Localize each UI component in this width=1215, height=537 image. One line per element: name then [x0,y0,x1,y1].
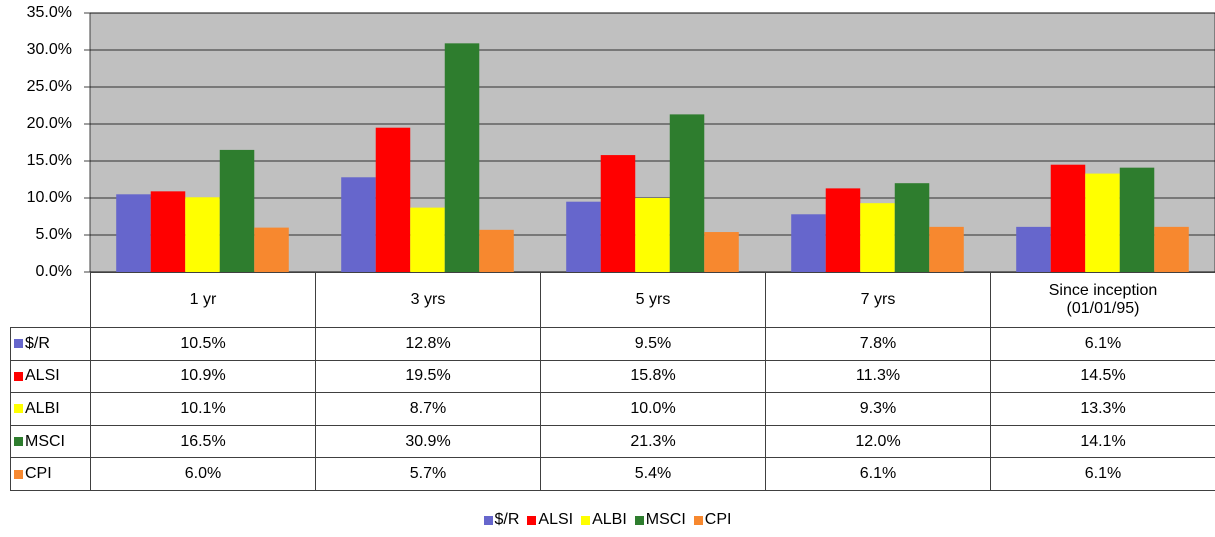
bar [929,226,964,272]
table-value: 9.5% [540,327,766,361]
bar [1050,164,1086,272]
bar [894,183,930,272]
row-header: ALBI [10,392,91,426]
bar [860,203,895,272]
bar [219,149,255,272]
table-value: 5.7% [315,457,541,491]
table-value: 6.1% [990,457,1215,491]
y-tick-label: 5.0% [36,226,72,243]
legend: $/R ALSI ALBI MSCI CPI [0,511,1215,529]
table-value: 10.0% [540,392,766,426]
bar [600,155,636,272]
y-tick-label: 15.0% [27,152,72,169]
y-tick-label: 20.0% [27,115,72,132]
table-value: 15.8% [540,359,766,394]
table-value: 7.8% [765,327,991,361]
bar [1119,167,1155,272]
table-value: 16.5% [90,424,316,459]
y-tick-label: 35.0% [27,4,72,21]
bar [410,207,445,272]
legend-label: $/R [494,511,520,528]
row-label: ALSI [25,367,60,385]
table-value: 12.8% [315,327,541,361]
bar [825,188,861,272]
row-header: MSCI [10,424,91,459]
table-value: 10.5% [90,327,316,361]
bar [444,43,480,273]
row-key [14,371,23,381]
table-value: 6.1% [765,457,991,491]
category-cell: 7 yrs [765,272,991,328]
table-value: 6.0% [90,457,316,491]
bar [341,177,376,272]
legend-item: ALSI [527,511,573,529]
legend-key [527,515,537,525]
legend-label: ALSI [538,511,574,528]
bar [791,214,826,272]
row-header: CPI [10,457,91,491]
y-tick-label: 0.0% [36,263,72,280]
table-value: 10.9% [90,359,316,394]
legend-key [634,515,644,525]
legend-key [693,515,703,525]
bar [116,194,151,272]
table-value: 10.1% [90,392,316,426]
category-cell: 5 yrs [540,272,766,328]
legend-item: CPI [693,511,732,529]
table-value: 13.3% [990,392,1215,426]
row-label: ALBI [25,399,60,417]
row-header: $/R [10,327,91,361]
table-value: 9.3% [765,392,991,426]
table-value: 21.3% [540,424,766,459]
row-key [14,437,23,447]
row-label: CPI [25,465,52,483]
table-value: 14.5% [990,359,1215,394]
bar [566,201,601,272]
table-value: 6.1% [990,327,1215,361]
legend-item: MSCI [634,511,686,529]
bar [704,232,739,272]
table-value: 5.4% [540,457,766,491]
row-key [14,469,23,479]
table-value: 12.0% [765,424,991,459]
category-cell: 1 yr [90,272,316,328]
row-header: ALSI [10,359,91,394]
legend-key [581,515,591,525]
bar [635,198,670,272]
legend-label: ALBI [592,511,627,528]
bar [185,197,220,272]
y-tick-label: 10.0% [27,189,72,206]
row-label: $/R [25,334,50,352]
bar [479,229,514,272]
table-value: 8.7% [315,392,541,426]
row-key [14,404,23,414]
legend-label: CPI [704,511,732,528]
category-cell: 3 yrs [315,272,541,328]
category-cell: Since inception (01/01/95) [990,272,1215,328]
bar [669,114,705,272]
table-value: 11.3% [765,359,991,394]
legend-key [483,515,493,525]
row-key [14,339,23,349]
bar [254,227,289,272]
legend-item: $/R [483,511,520,529]
y-tick-label: 25.0% [27,78,72,95]
table-value: 30.9% [315,424,541,459]
bar [375,127,411,272]
legend-label: MSCI [645,511,686,528]
bar [150,191,186,272]
table-value: 19.5% [315,359,541,394]
legend-item: ALBI [581,511,627,529]
bar [1154,226,1189,272]
bar [1085,173,1120,272]
table-value: 14.1% [990,424,1215,459]
row-label: MSCI [25,432,65,450]
y-tick-label: 30.0% [27,41,72,58]
bar [1016,226,1051,272]
